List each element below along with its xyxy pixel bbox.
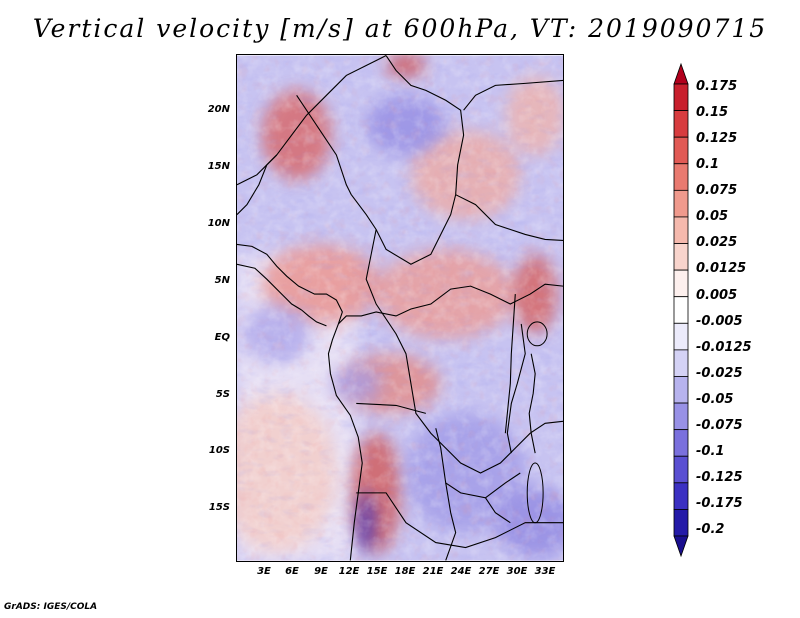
lon-label-21e: 21E [422,566,444,577]
lat-label-15n: 15N [207,161,230,172]
colorbar-swatch [673,269,689,298]
colorbar-swatch [673,216,689,244]
lat-label-20n: 20N [207,104,230,115]
colorbar-label: -0.125 [696,470,743,485]
colorbar-label: 0.1 [696,157,720,172]
colorbar-swatch [673,455,689,484]
colorbar-label: 0.0125 [696,261,747,276]
colorbar-swatch [673,110,689,138]
colorbar-label: -0.005 [696,314,743,329]
colorbar-label: 0.005 [696,288,738,303]
map-title: Vertical velocity [m/s] at 600hPa, VT: 2… [32,14,768,43]
colorbar-label: -0.075 [696,418,743,433]
colorbar-swatch [673,243,689,271]
lat-label-5s: 5S [215,389,230,400]
colorbar-label: -0.05 [696,392,734,407]
lon-label-27e: 27E [478,566,500,577]
lat-label-5n: 5N [214,275,230,286]
colorbar-label: 0.125 [696,131,738,146]
colorbar-swatch [673,62,689,85]
lon-label-3e: 3E [257,566,271,577]
lon-label-9e: 9E [314,566,328,577]
colorbar-swatch [673,322,689,351]
lat-label-10n: 10N [207,218,230,229]
grads-credit: GrADS: IGES/COLA [4,602,98,612]
colorbar-swatch [673,402,689,431]
lon-label-18e: 18E [394,566,416,577]
lat-label-15s: 15S [208,502,230,513]
colorbar-swatch [673,535,689,558]
lon-label-12e: 12E [338,566,360,577]
colorbar-label: -0.1 [696,444,725,459]
colorbar-label: 0.15 [696,105,729,120]
colorbar-swatch [673,83,689,111]
colorbar-swatch [673,509,689,537]
colorbar [673,62,689,558]
colorbar-label: -0.2 [696,522,725,537]
colorbar-label: -0.025 [696,366,743,381]
colorbar-label: -0.175 [696,496,743,511]
map-panel [236,54,564,562]
lat-label-10s: 10S [208,445,230,456]
colorbar-label: -0.0125 [696,340,752,355]
lon-label-15e: 15E [366,566,388,577]
colorbar-label: 0.075 [696,183,738,198]
colorbar-swatch [673,482,689,510]
vertical-velocity-field [237,55,563,561]
lon-label-33e: 33E [534,566,556,577]
colorbar-swatch [673,136,689,165]
colorbar-swatch [673,189,689,218]
colorbar-swatch [673,296,689,324]
colorbar-swatch [673,429,689,457]
lon-label-24e: 24E [450,566,472,577]
country-borders [237,55,563,561]
lon-label-30e: 30E [506,566,528,577]
lat-label-eq: EQ [214,332,230,343]
lon-label-6e: 6E [285,566,299,577]
colorbar-swatch [673,376,689,404]
colorbar-label: 0.175 [696,79,738,94]
colorbar-swatch [673,349,689,377]
colorbar-label: 0.05 [696,209,729,224]
colorbar-label: 0.025 [696,235,738,250]
colorbar-swatch [673,163,689,191]
